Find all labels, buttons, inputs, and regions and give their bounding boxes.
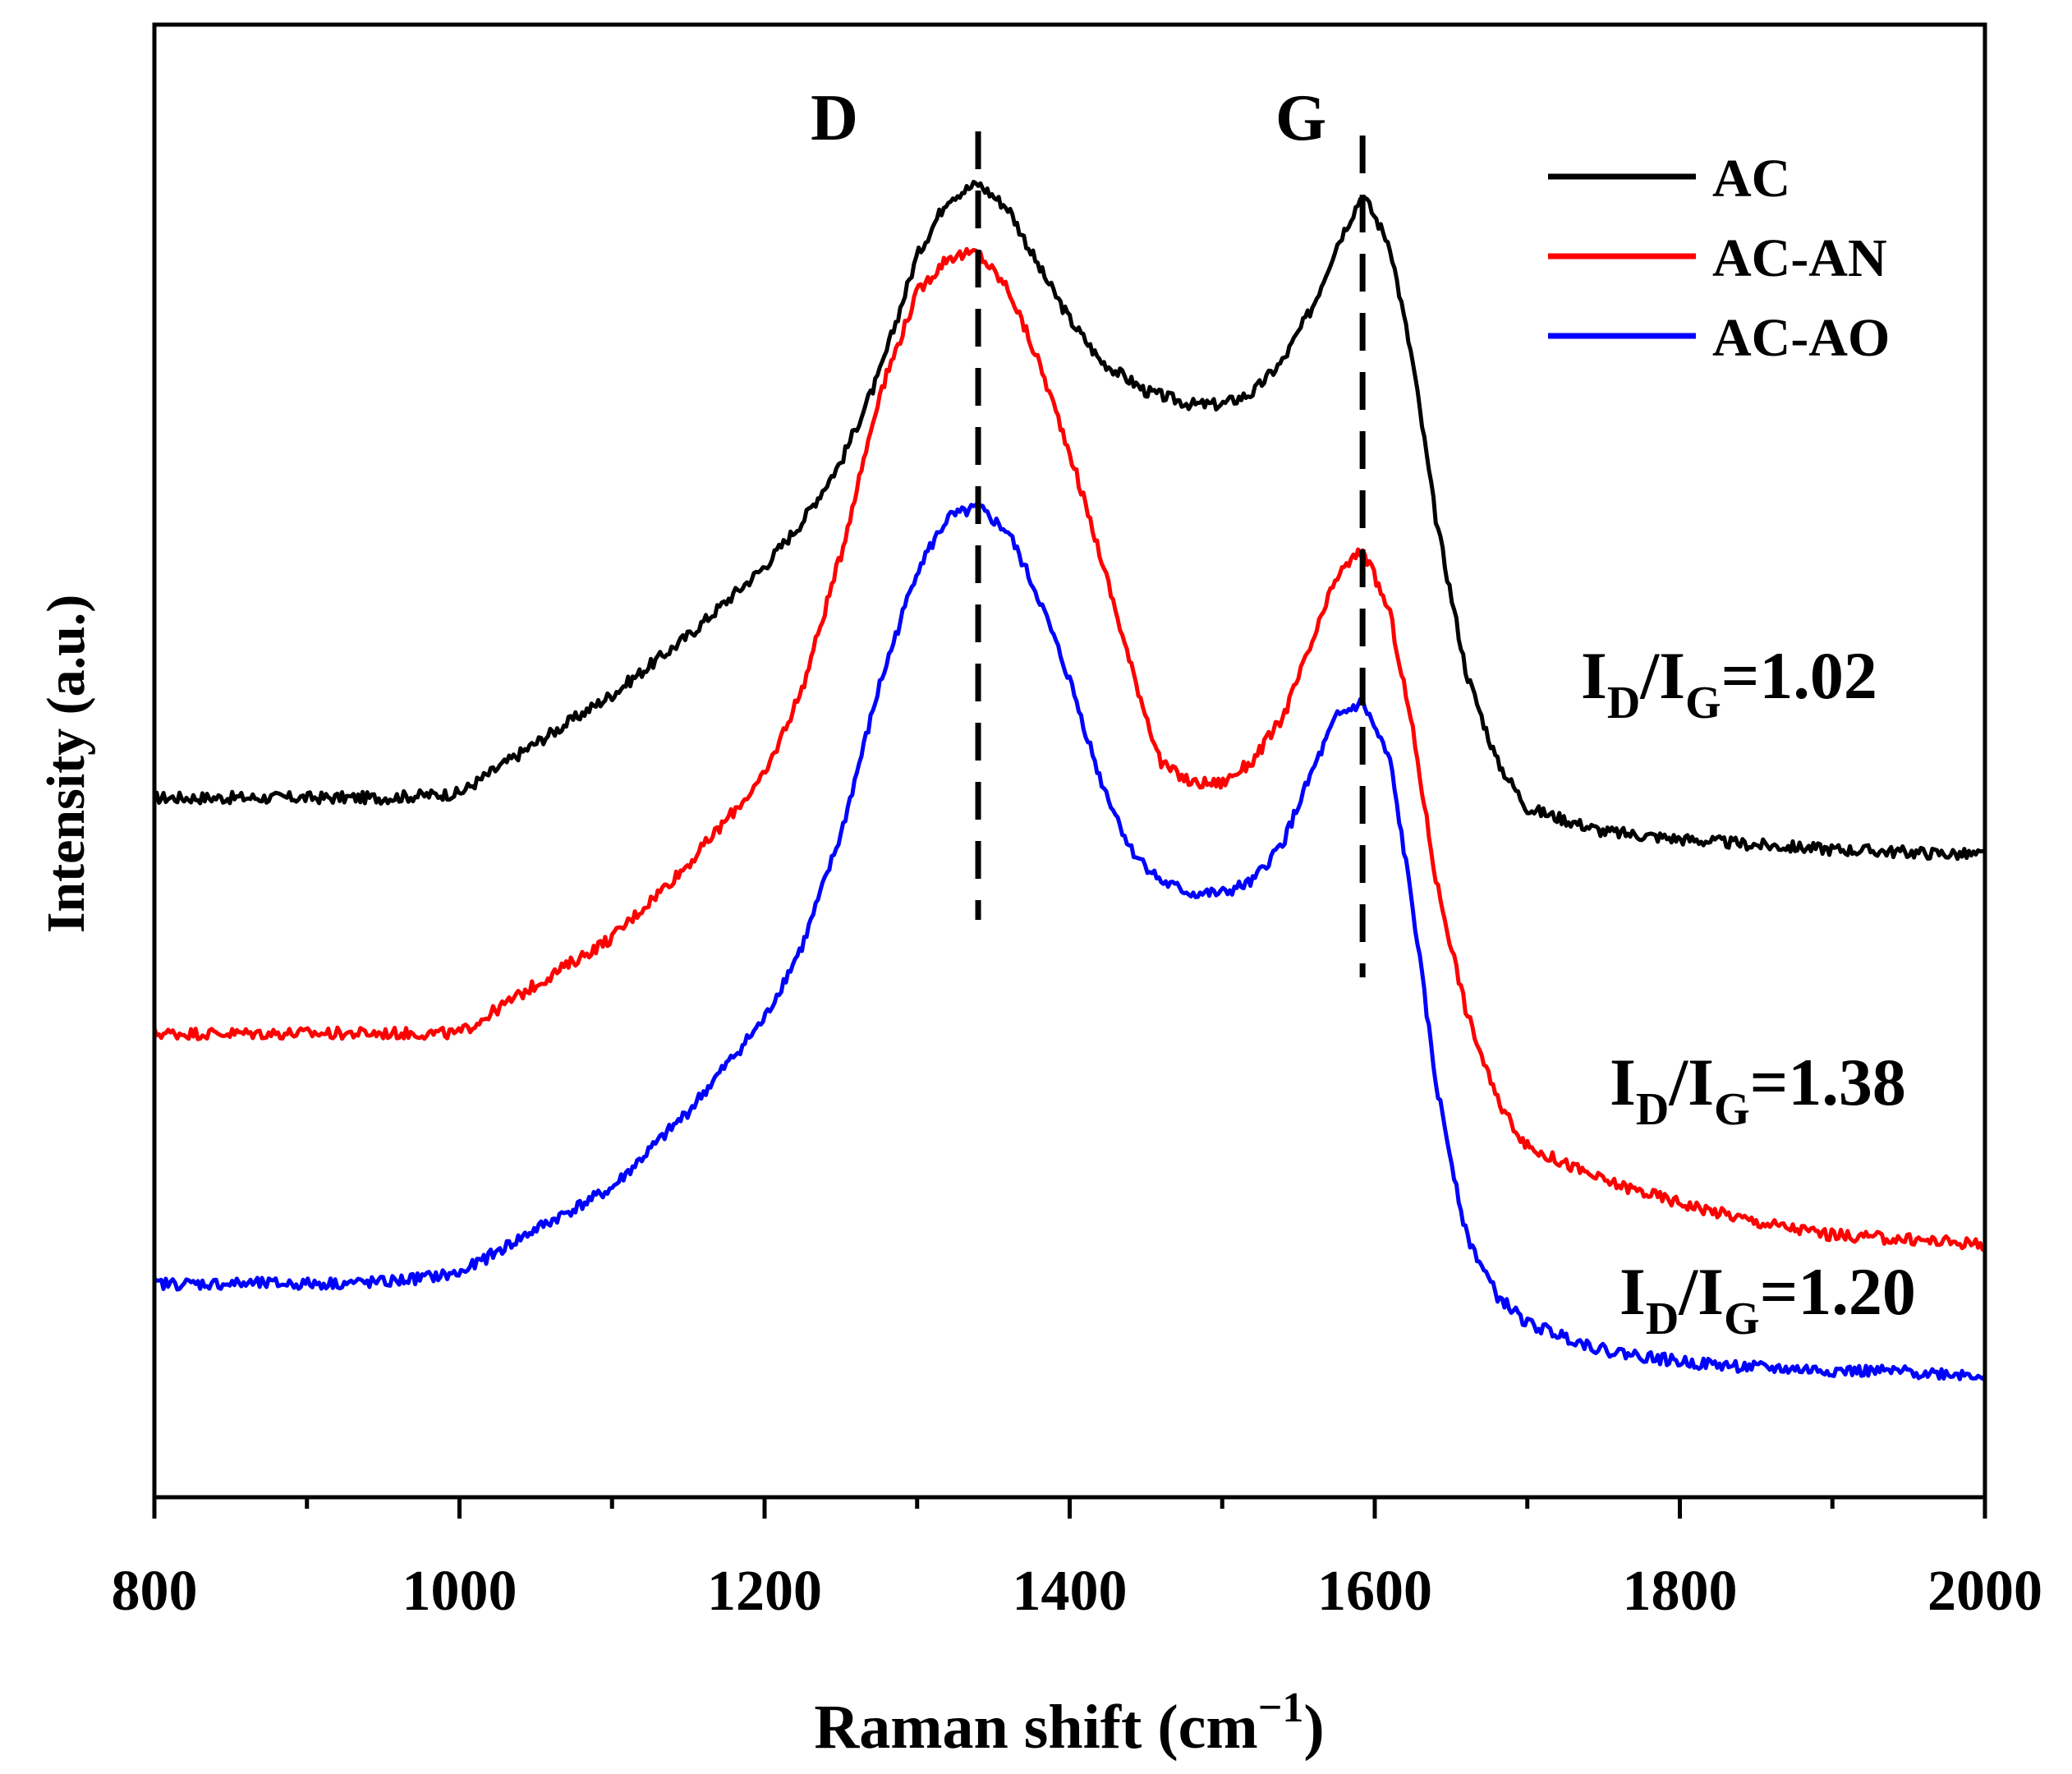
ratio-label-group: ID/IG=1.02 ID/IG=1.38 ID/IG=1.20: [1581, 638, 1916, 1344]
series-line-ac: [154, 179, 1987, 862]
series-group: [152, 179, 1987, 1381]
x-tick-label-1200: 1200: [707, 1560, 822, 1623]
x-axis-label-unit-exponent: −1: [1258, 1684, 1304, 1731]
series-line-ac-an: [152, 246, 1986, 1252]
x-axis-label-close: ): [1303, 1693, 1324, 1762]
x-tick-label-800: 800: [112, 1560, 198, 1623]
x-tick-label-1600: 1600: [1317, 1560, 1432, 1623]
x-axis-label-main: Raman shift (cm: [814, 1693, 1257, 1762]
y-axis-label: Intensity (a.u.): [36, 595, 96, 934]
series-line-ac-ao: [153, 502, 1987, 1381]
peak-label-d: D: [811, 82, 858, 154]
x-tick-label-2000: 2000: [1927, 1560, 2042, 1623]
x-tick-label-1800: 1800: [1623, 1560, 1738, 1623]
x-axis-label: Raman shift (cm−1): [814, 1684, 1324, 1762]
x-tick-group: 800 1000 1200 1400 1600 1800 2000: [112, 1497, 2042, 1623]
legend: AC AC-AN AC-AO: [1548, 149, 1890, 368]
ratio-label-ac-ao: ID/IG=1.20: [1619, 1254, 1916, 1344]
peak-label-g: G: [1275, 82, 1326, 154]
legend-label-ac-ao: AC-AO: [1712, 308, 1890, 368]
x-tick-label-1400: 1400: [1013, 1560, 1128, 1623]
x-tick-label-1000: 1000: [402, 1560, 517, 1623]
legend-label-ac-an: AC-AN: [1712, 228, 1887, 288]
ratio-label-ac: ID/IG=1.02: [1581, 638, 1877, 728]
ratio-label-ac-an: ID/IG=1.38: [1610, 1045, 1906, 1135]
legend-label-ac: AC: [1712, 149, 1790, 209]
